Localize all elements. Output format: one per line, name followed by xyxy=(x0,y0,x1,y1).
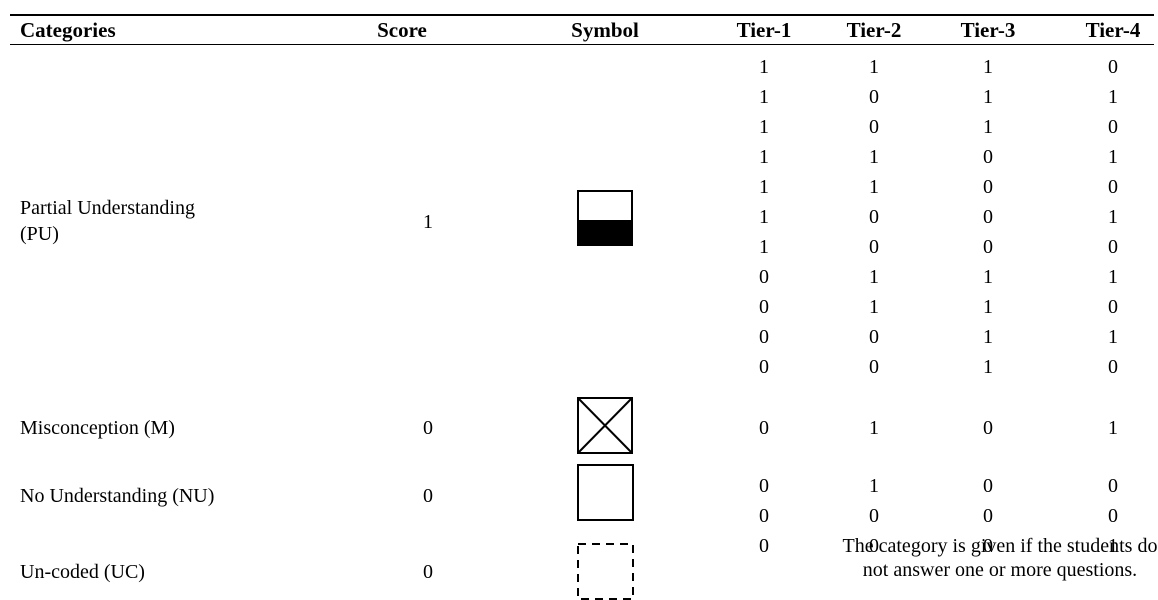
header-score: Score xyxy=(377,18,427,42)
header-tier-4: Tier-4 xyxy=(1085,18,1141,42)
tier-3-cell: 0 xyxy=(983,417,993,439)
category-pu-label-line2: (PU) xyxy=(20,223,59,245)
tier-3-cell: 0 xyxy=(983,475,993,497)
tier-3-cell: 1 xyxy=(983,356,993,378)
tier-4-cell: 1 xyxy=(1108,417,1118,439)
tier-1-cell: 0 xyxy=(759,475,769,497)
tier-2-cell: 1 xyxy=(869,266,879,288)
tier-1-cell: 0 xyxy=(759,266,769,288)
tier-2-cell: 0 xyxy=(869,206,879,228)
tier-2-cell: 0 xyxy=(869,86,879,108)
tier-1-cell: 0 xyxy=(759,535,769,557)
half-filled-square-icon xyxy=(577,190,633,246)
empty-square-icon xyxy=(577,464,634,521)
tier-3-cell: 1 xyxy=(983,266,993,288)
category-nu-label: No Understanding (NU) xyxy=(20,485,215,507)
tier-4-cell: 1 xyxy=(1108,206,1118,228)
tier-2-cell: 0 xyxy=(869,326,879,348)
tier-1-cell: 1 xyxy=(759,116,769,138)
tier-4-cell: 0 xyxy=(1108,356,1118,378)
tier-2-cell: 0 xyxy=(869,505,879,527)
tier-4-cell: 1 xyxy=(1108,266,1118,288)
tier-4-cell: 0 xyxy=(1108,56,1118,78)
tier-2-cell: 1 xyxy=(869,56,879,78)
tier-1-cell: 1 xyxy=(759,146,769,168)
tier-3-cell: 0 xyxy=(983,505,993,527)
tier-4-cell: 0 xyxy=(1108,116,1118,138)
tier-4-cell: 0 xyxy=(1108,176,1118,198)
tier-3-cell: 0 xyxy=(983,236,993,258)
tier-4-cell: 0 xyxy=(1108,505,1118,527)
tier-3-cell: 0 xyxy=(983,535,993,557)
tier-1-cell: 1 xyxy=(759,86,769,108)
tier-4-cell: 0 xyxy=(1108,236,1118,258)
tier-4-cell: 1 xyxy=(1108,86,1118,108)
header-tier-2: Tier-2 xyxy=(846,18,902,42)
tier-3-cell: 1 xyxy=(983,116,993,138)
tier-3-cell: 0 xyxy=(983,146,993,168)
header-tier-3: Tier-3 xyxy=(960,18,1016,42)
category-uc-score: 0 xyxy=(423,561,433,583)
uc-note-line1: The category is given if the students do xyxy=(842,535,1158,557)
tier-4-cell: 1 xyxy=(1108,326,1118,348)
category-pu-score: 1 xyxy=(423,211,433,233)
tier-2-cell: 1 xyxy=(869,475,879,497)
category-pu-label-line1: Partial Understanding xyxy=(20,197,195,219)
category-m-label: Misconception (M) xyxy=(20,417,175,439)
category-nu-score: 0 xyxy=(423,485,433,507)
category-m-score: 0 xyxy=(423,417,433,439)
header-categories: Categories xyxy=(20,18,116,42)
tier-2-cell: 1 xyxy=(869,417,879,439)
tier-2-cell: 1 xyxy=(869,176,879,198)
category-uc-label: Un-coded (UC) xyxy=(20,561,145,583)
tier-1-cell: 0 xyxy=(759,505,769,527)
tier-2-cell: 1 xyxy=(869,146,879,168)
dashed-square-icon xyxy=(577,543,634,600)
tier-1-cell: 1 xyxy=(759,176,769,198)
tier-2-cell: 0 xyxy=(869,535,879,557)
tier-2-cell: 0 xyxy=(869,356,879,378)
tier-1-cell: 0 xyxy=(759,326,769,348)
crossed-square-icon xyxy=(577,397,633,454)
tier-2-cell: 0 xyxy=(869,116,879,138)
tier-3-cell: 1 xyxy=(983,296,993,318)
tier-4-cell: 0 xyxy=(1108,475,1118,497)
tier-1-cell: 0 xyxy=(759,417,769,439)
tier-2-cell: 1 xyxy=(869,296,879,318)
tier-1-cell: 0 xyxy=(759,356,769,378)
tier-3-cell: 1 xyxy=(983,326,993,348)
tier-3-cell: 0 xyxy=(983,176,993,198)
tier-3-cell: 1 xyxy=(983,86,993,108)
header-tier-1: Tier-1 xyxy=(736,18,792,42)
tier-3-cell: 0 xyxy=(983,206,993,228)
header-symbol: Symbol xyxy=(571,18,639,42)
table-header-rule xyxy=(10,44,1154,45)
tier-4-cell: 0 xyxy=(1108,296,1118,318)
tier-1-cell: 0 xyxy=(759,296,769,318)
uc-note: The category is given if the students do… xyxy=(840,534,1158,582)
tier-2-cell: 0 xyxy=(869,236,879,258)
tier-1-cell: 1 xyxy=(759,236,769,258)
tier-4-cell: 1 xyxy=(1108,535,1118,557)
tier-1-cell: 1 xyxy=(759,206,769,228)
tier-1-cell: 1 xyxy=(759,56,769,78)
table-top-rule xyxy=(10,14,1154,16)
tier-4-cell: 1 xyxy=(1108,146,1118,168)
uc-note-line2: not answer one or more questions. xyxy=(862,559,1138,581)
tier-3-cell: 1 xyxy=(983,56,993,78)
